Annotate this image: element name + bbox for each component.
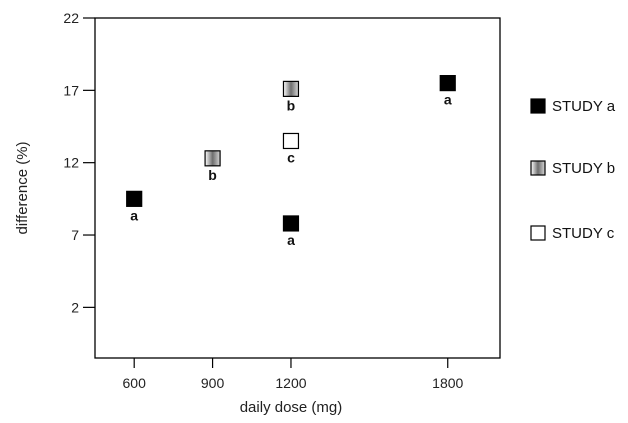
data-point-b <box>204 150 221 167</box>
data-point-a <box>439 75 456 92</box>
x-tick-label: 1200 <box>275 375 306 391</box>
legend-entry: STUDY a <box>552 98 616 115</box>
x-tick-label: 900 <box>201 375 225 391</box>
y-tick-label: 7 <box>71 227 79 243</box>
data-point-label: b <box>287 97 296 113</box>
y-tick-label: 17 <box>63 82 79 98</box>
data-point-label: c <box>287 149 295 165</box>
data-point-label: a <box>130 207 138 223</box>
y-tick-label: 2 <box>71 299 79 315</box>
y-axis: 2 7 12 17 22 <box>63 10 95 315</box>
data-point-label: a <box>444 92 452 108</box>
y-tick-label: 22 <box>63 10 79 26</box>
legend-entry: STUDY b <box>552 160 615 177</box>
x-axis: 600 900 1200 1800 <box>123 358 464 391</box>
data-point-label: a <box>287 232 295 248</box>
x-tick-label: 600 <box>123 375 147 391</box>
plot-frame <box>94 17 501 359</box>
y-axis-label: difference (%) <box>14 141 31 234</box>
data-point-b <box>282 80 300 97</box>
data-point-c <box>282 132 300 150</box>
data-points: a a a b b c <box>126 75 456 248</box>
legend-swatch <box>530 160 546 176</box>
data-point-a <box>282 215 300 232</box>
legend-swatch <box>530 225 546 241</box>
x-tick-label: 1800 <box>432 375 463 391</box>
legend-swatch <box>530 98 546 114</box>
data-point-a <box>126 190 143 207</box>
data-point-label: b <box>208 167 217 183</box>
legend: STUDY a STUDY b STUDY c <box>530 98 616 242</box>
y-tick-label: 12 <box>63 155 79 171</box>
x-axis-label: daily dose (mg) <box>240 399 343 416</box>
legend-entry: STUDY c <box>552 225 615 242</box>
